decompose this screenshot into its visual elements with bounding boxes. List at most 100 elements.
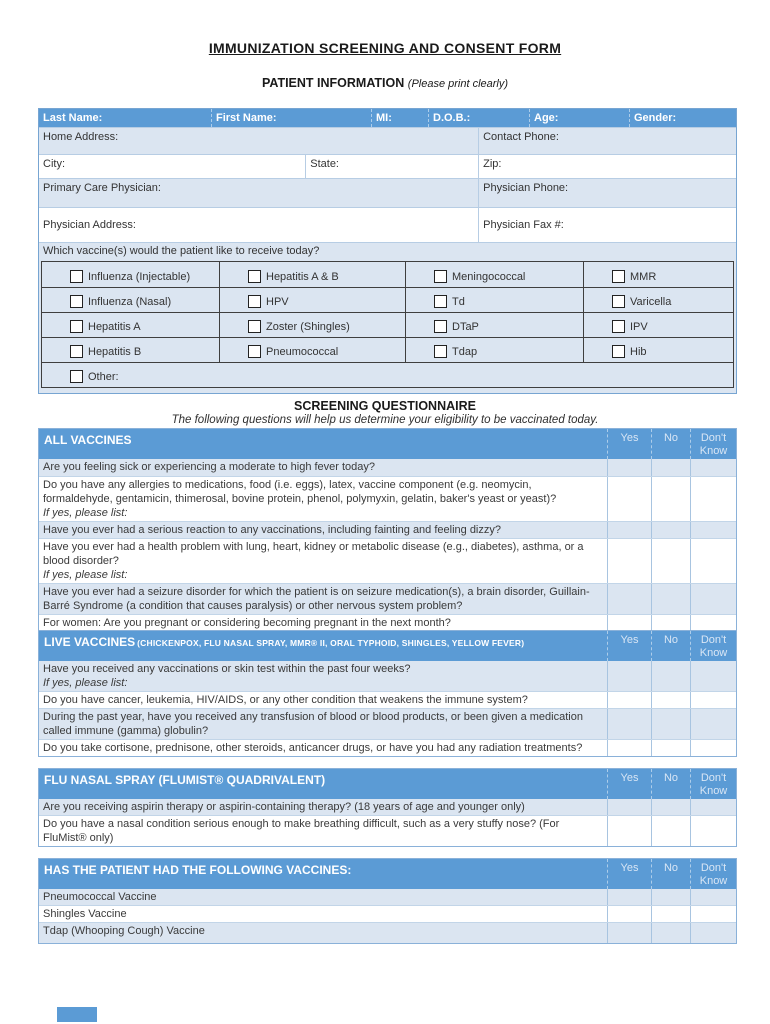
answer-cell-no[interactable] [651,740,690,756]
checkbox-hepatitis-b[interactable] [70,345,83,358]
checkbox-pneumococcal[interactable] [248,345,261,358]
answer-cell-no[interactable] [651,709,690,739]
checkbox-dtap[interactable] [434,320,447,333]
answer-cell-dont-know[interactable] [690,522,736,538]
field-physician-phone[interactable]: Physician Phone: [478,179,736,207]
answer-cell-yes[interactable] [607,799,651,815]
question-row: Do you have a nasal condition serious en… [39,815,736,846]
column-header-dont-know: Don't Know [690,429,736,459]
answer-cell-dont-know[interactable] [690,615,736,631]
answer-cell-yes[interactable] [607,615,651,631]
screening-heading: SCREENING QUESTIONNAIRE [294,399,476,413]
answer-cell-yes[interactable] [607,522,651,538]
answer-cell-no[interactable] [651,477,690,521]
answer-cell-dont-know[interactable] [690,799,736,815]
section-all-vaccines: ALL VACCINES Yes No Don't Know Are you f… [38,428,737,632]
field-physician-fax[interactable]: Physician Fax #: [478,208,736,242]
answer-cell-dont-know[interactable] [690,692,736,708]
vaccine-selection-area: Influenza (Injectable) Hepatitis A & B M… [39,261,736,393]
field-gender[interactable]: Gender: [634,112,677,124]
checkbox-mmr[interactable] [612,270,625,283]
field-last-name[interactable]: Last Name: [39,109,212,127]
answer-cell-yes[interactable] [607,923,651,943]
vaccine-option-zoster: Zoster (Shingles) [219,313,405,337]
answer-cell-yes[interactable] [607,709,651,739]
answer-cell-yes[interactable] [607,459,651,476]
answer-cell-yes[interactable] [607,740,651,756]
vaccine-option-td: Td [405,288,583,312]
answer-cell-no[interactable] [651,816,690,846]
field-zip[interactable]: Zip: [478,155,736,178]
checkbox-td[interactable] [434,295,447,308]
answer-cell-dont-know[interactable] [690,477,736,521]
answer-cell-dont-know[interactable] [690,459,736,476]
checkbox-varicella[interactable] [612,295,625,308]
answer-cell-yes[interactable] [607,816,651,846]
answer-cell-yes[interactable] [607,906,651,922]
answer-cell-yes[interactable] [607,539,651,583]
vaccine-option-influenza-injectable: Influenza (Injectable) [42,262,219,287]
question-note: If yes, please list: [43,507,128,519]
answer-cell-no[interactable] [651,661,690,691]
checkbox-meningococcal[interactable] [434,270,447,283]
question-row: During the past year, have you received … [39,708,736,739]
checkbox-hepatitis-a[interactable] [70,320,83,333]
answer-cell-dont-know[interactable] [690,740,736,756]
checkbox-hepatitis-a-b[interactable] [248,270,261,283]
question-text: Are you feeling sick or experiencing a m… [43,461,376,473]
field-state[interactable]: State: [305,155,478,178]
checkbox-influenza-nasal[interactable] [70,295,83,308]
answer-cell-yes[interactable] [607,661,651,691]
checkbox-hib[interactable] [612,345,625,358]
question-row: Do you have any allergies to medications… [39,476,736,521]
answer-cell-no[interactable] [651,889,690,905]
field-primary-care-physician[interactable]: Primary Care Physician: [43,182,161,194]
question-text: Have you ever had a seizure disorder for… [43,586,590,612]
answer-cell-dont-know[interactable] [690,816,736,846]
checkbox-other[interactable] [70,370,83,383]
answer-cell-no[interactable] [651,584,690,614]
answer-cell-dont-know[interactable] [690,539,736,583]
answer-cell-no[interactable] [651,522,690,538]
answer-cell-no[interactable] [651,692,690,708]
answer-cell-dont-know[interactable] [690,661,736,691]
field-age[interactable]: Age: [530,109,630,127]
field-dob[interactable]: D.O.B.: [429,109,530,127]
answer-cell-no[interactable] [651,615,690,631]
field-contact-phone[interactable]: Contact Phone: [478,128,736,154]
answer-cell-dont-know[interactable] [690,584,736,614]
answer-cell-dont-know[interactable] [690,906,736,922]
answer-cell-yes[interactable] [607,477,651,521]
vaccine-grid-row: Hepatitis B Pneumococcal Tdap Hib [42,337,733,362]
question-text: Are you receiving aspirin therapy or asp… [43,801,525,813]
question-text: For women: Are you pregnant or consideri… [43,617,451,629]
checkbox-zoster[interactable] [248,320,261,333]
column-header-yes: Yes [607,631,651,661]
answer-cell-yes[interactable] [607,692,651,708]
checkbox-influenza-injectable[interactable] [70,270,83,283]
field-home-address[interactable]: Home Address: [43,131,119,143]
answer-cell-no[interactable] [651,799,690,815]
answer-cell-no[interactable] [651,906,690,922]
answer-cell-no[interactable] [651,539,690,583]
section-title: FLU NASAL SPRAY (FLUMIST® QUADRIVALENT) [44,773,326,787]
question-note: If yes, please list: [43,677,128,689]
field-mi[interactable]: MI: [372,109,429,127]
patient-row-physician-address: Physician Address: Physician Fax #: [39,207,736,242]
checkbox-hpv[interactable] [248,295,261,308]
answer-cell-yes[interactable] [607,584,651,614]
checkbox-tdap[interactable] [434,345,447,358]
answer-cell-dont-know[interactable] [690,709,736,739]
answer-cell-dont-know[interactable] [690,923,736,943]
answer-cell-yes[interactable] [607,889,651,905]
answer-cell-no[interactable] [651,923,690,943]
vaccine-option-tdap: Tdap [405,338,583,362]
question-row: Have you ever had a serious reaction to … [39,521,736,538]
checkbox-ipv[interactable] [612,320,625,333]
field-physician-address[interactable]: Physician Address: [43,219,136,231]
field-first-name[interactable]: First Name: [212,109,372,127]
field-city[interactable]: City: [43,158,65,170]
answer-cell-dont-know[interactable] [690,889,736,905]
answer-cell-no[interactable] [651,459,690,476]
vaccine-checkbox-grid: Influenza (Injectable) Hepatitis A & B M… [41,261,734,388]
